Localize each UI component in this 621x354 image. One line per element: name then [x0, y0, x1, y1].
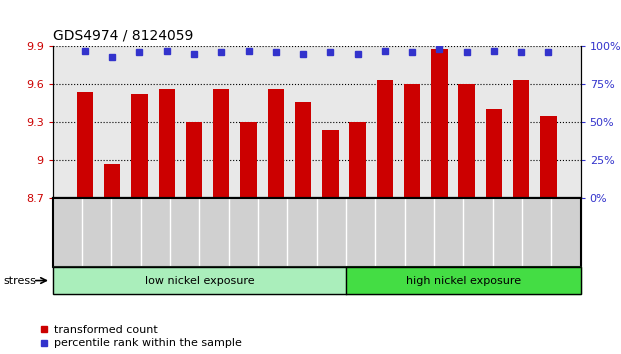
Bar: [295, 102, 311, 198]
Bar: [104, 164, 120, 198]
Bar: [213, 89, 230, 198]
Bar: [377, 80, 393, 198]
Legend: transformed count, percentile rank within the sample: transformed count, percentile rank withi…: [40, 325, 242, 348]
Bar: [458, 84, 475, 198]
Bar: [540, 116, 556, 198]
Bar: [158, 89, 175, 198]
Text: low nickel exposure: low nickel exposure: [145, 275, 254, 286]
Bar: [268, 89, 284, 198]
Bar: [77, 92, 93, 198]
Bar: [486, 109, 502, 198]
Text: stress: stress: [3, 275, 36, 286]
Bar: [431, 48, 448, 198]
Bar: [350, 122, 366, 198]
Text: GDS4974 / 8124059: GDS4974 / 8124059: [53, 28, 193, 42]
Bar: [131, 94, 148, 198]
Bar: [186, 122, 202, 198]
Text: high nickel exposure: high nickel exposure: [406, 275, 521, 286]
Bar: [404, 84, 420, 198]
Bar: [322, 130, 338, 198]
Bar: [513, 80, 529, 198]
Bar: [240, 122, 256, 198]
